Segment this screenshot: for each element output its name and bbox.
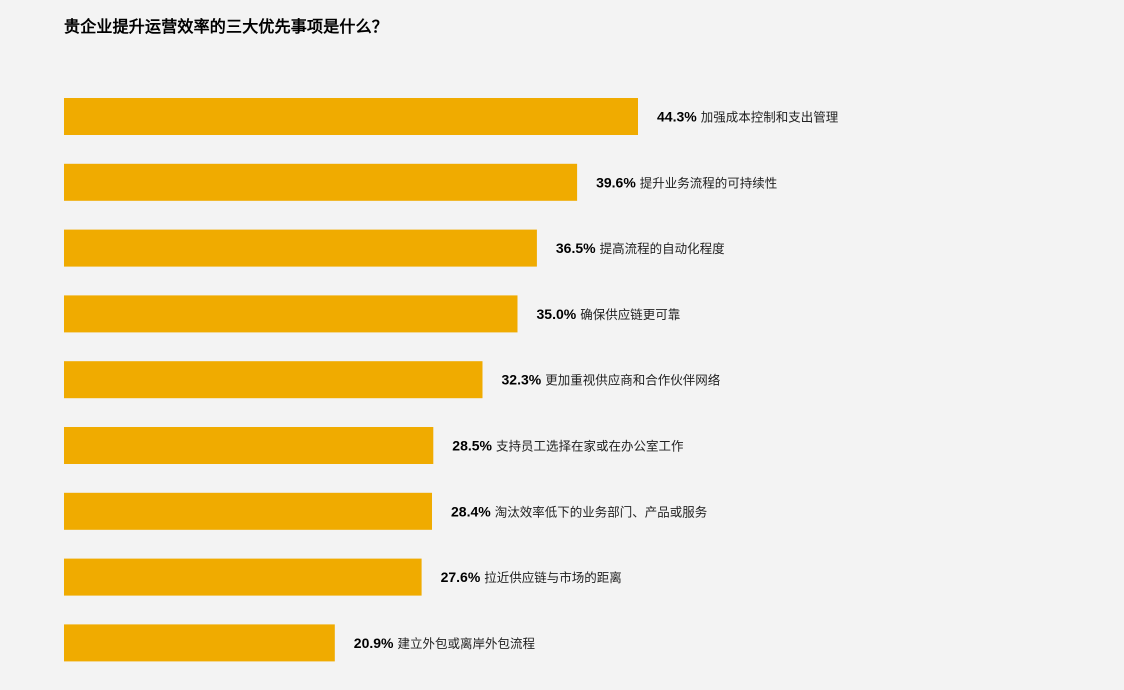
bar-label: 28.4% 淘汰效率低下的业务部门、产品或服务	[451, 503, 707, 519]
bar-label: 39.6% 提升业务流程的可持续性	[596, 174, 777, 190]
bar-category-label: 加强成本控制和支出管理	[701, 110, 839, 125]
bar-value-label: 20.9%	[354, 635, 394, 651]
bar-value-label: 36.5%	[556, 240, 596, 256]
bar-category-label: 建立外包或离岸外包流程	[398, 636, 536, 651]
bar-category-label: 提高流程的自动化程度	[600, 241, 726, 256]
bar-value-label: 35.0%	[537, 306, 577, 322]
bar-value-label: 28.4%	[451, 503, 491, 519]
bar-category-label: 淘汰效率低下的业务部门、产品或服务	[495, 504, 708, 519]
bar	[64, 427, 434, 464]
bar-value-label: 27.6%	[441, 569, 481, 585]
chart-title: 贵企业提升运营效率的三大优先事项是什么？	[64, 17, 389, 36]
bar-value-label: 28.5%	[452, 438, 492, 454]
bar-category-label: 确保供应链更可靠	[580, 307, 680, 322]
bar	[64, 295, 518, 333]
bar-label: 44.3% 加强成本控制和支出管理	[657, 109, 839, 125]
bar-value-label: 32.3%	[502, 372, 542, 388]
bar-label: 32.3% 更加重视供应商和合作伙伴网络	[502, 372, 721, 388]
bar-label: 20.9% 建立外包或离岸外包流程	[354, 635, 536, 651]
bar-category-label: 更加重视供应商和合作伙伴网络	[545, 373, 721, 388]
bar-category-label: 提升业务流程的可持续性	[640, 175, 778, 190]
bar-label: 35.0% 确保供应链更可靠	[537, 306, 681, 322]
bar	[64, 163, 578, 201]
bar	[64, 492, 432, 530]
bar-label: 27.6% 拉近供应链与市场的距离	[441, 569, 622, 585]
bar	[64, 361, 483, 399]
bar-value-label: 39.6%	[596, 174, 636, 190]
bar-value-label: 44.3%	[657, 109, 697, 125]
bar	[64, 229, 537, 267]
bar	[64, 624, 335, 662]
bar-label: 36.5% 提高流程的自动化程度	[556, 240, 725, 256]
bar-label: 28.5% 支持员工选择在家或在办公室工作	[452, 438, 684, 454]
bar	[64, 98, 638, 135]
bar-category-label: 拉近供应链与市场的距离	[484, 570, 622, 585]
bar	[64, 558, 422, 596]
bar-category-label: 支持员工选择在家或在办公室工作	[496, 439, 684, 454]
